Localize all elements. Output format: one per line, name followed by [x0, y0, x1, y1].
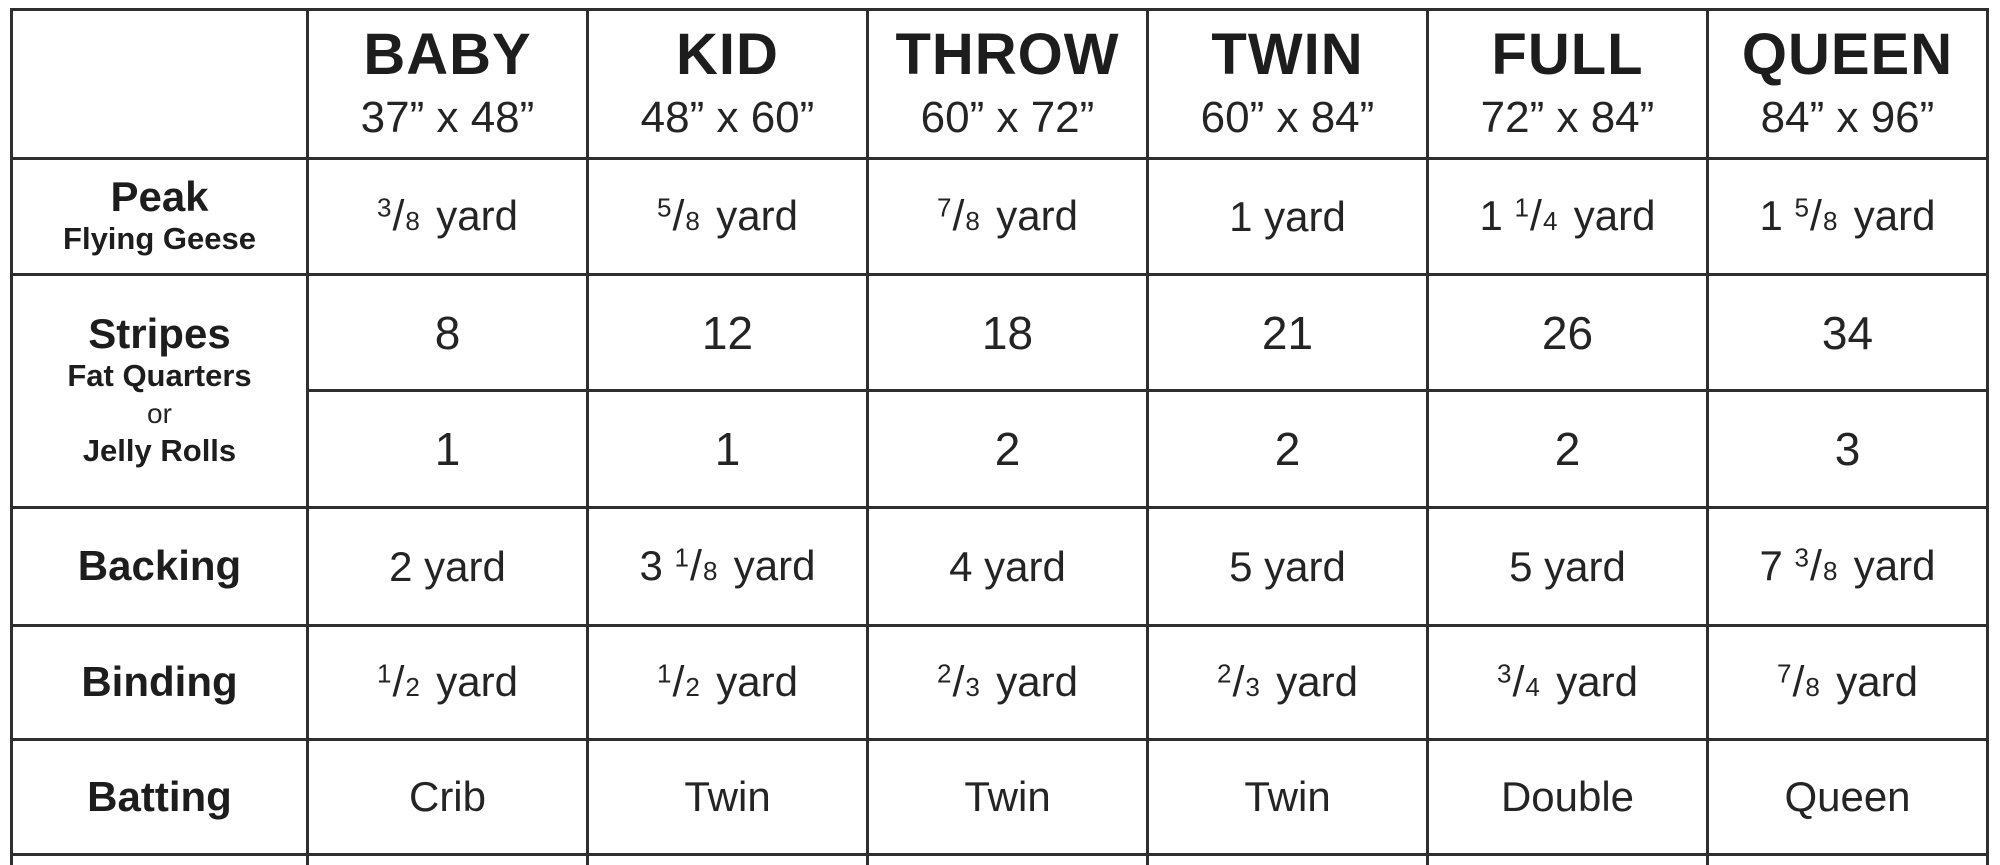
- cell-binding-queen: 7/8 yard: [1706, 624, 1989, 741]
- row-label-backing: Backing: [10, 506, 309, 627]
- cell-binding-baby: 1/2 yard: [306, 624, 589, 741]
- row-batting: Batting Crib Twin Twin Twin Double Queen: [10, 738, 1989, 856]
- col-name-throw: THROW: [895, 22, 1120, 88]
- col-header-throw: THROW 60” x 72”: [866, 8, 1149, 160]
- cell-binding-throw: 2/3 yard: [866, 624, 1149, 741]
- cell-jelly-rolls-baby: 1: [306, 389, 589, 509]
- col-dims-twin: 60” x 84”: [1200, 93, 1375, 143]
- cell-jelly-rolls-throw: 2: [866, 389, 1149, 509]
- cell-fat-quarters-kid: 12: [586, 273, 869, 392]
- row-peak: Peak Flying Geese 3/8 yard 5/8 yard 7/8 …: [10, 157, 1989, 276]
- cell-jelly-rolls-queen: 3: [1706, 389, 1989, 509]
- row-label-binding: Binding: [10, 624, 309, 741]
- cell-backing-kid: 3 1/8 yard: [586, 506, 869, 627]
- backing-label: Backing: [77, 542, 242, 590]
- row-label-peak: Peak Flying Geese: [10, 157, 309, 276]
- col-dims-full: 72” x 84”: [1480, 93, 1655, 143]
- row-label-stripes: Stripes Fat Quarters or Jelly Rolls: [10, 273, 309, 509]
- col-header-baby: BABY 37” x 48”: [306, 8, 589, 160]
- peak-sublabel: Flying Geese: [63, 221, 256, 257]
- cell-fat-quarters-full: 26: [1426, 273, 1709, 392]
- col-header-queen: QUEEN 84” x 96”: [1706, 8, 1989, 160]
- cell-backing-full: 5 yard: [1426, 506, 1709, 627]
- row-stripes-fat-quarters: Stripes Fat Quarters or Jelly Rolls 8 12…: [10, 273, 1989, 509]
- col-name-kid: KID: [676, 22, 779, 88]
- cell-backing-twin: 5 yard: [1146, 506, 1429, 627]
- corner-empty-cell: [10, 8, 309, 160]
- cell-fat-quarters-queen: 34: [1706, 273, 1989, 392]
- cell-fat-quarters-baby: 8: [306, 273, 589, 392]
- stripes-sublabel-jelly-rolls: Jelly Rolls: [82, 433, 237, 469]
- cell-batting-baby: Crib: [306, 738, 589, 856]
- cell-binding-full: 3/4 yard: [1426, 624, 1709, 741]
- cell-batting-kid: Twin: [586, 738, 869, 856]
- quilt-size-chart-table: BABY 37” x 48” KID 48” x 60” THROW 60” x…: [10, 8, 1989, 865]
- cell-jelly-rolls-full: 2: [1426, 389, 1709, 509]
- partial-cell-full: [1426, 853, 1709, 865]
- col-name-full: FULL: [1491, 22, 1644, 88]
- cell-fat-quarters-throw: 18: [866, 273, 1149, 392]
- cell-fat-quarters-twin: 21: [1146, 273, 1429, 392]
- partial-cell-label: [10, 853, 309, 865]
- cell-batting-full: Double: [1426, 738, 1709, 856]
- partial-cell-baby: [306, 853, 589, 865]
- row-label-batting: Batting: [10, 738, 309, 856]
- row-binding: Binding 1/2 yard 1/2 yard 2/3 yard 2/3 y…: [10, 624, 1989, 741]
- col-dims-throw: 60” x 72”: [920, 93, 1095, 143]
- stripes-sublabel-fat-quarters: Fat Quarters: [67, 358, 252, 394]
- peak-label: Peak: [110, 173, 209, 221]
- cell-peak-baby: 3/8 yard: [306, 157, 589, 276]
- stripes-label: Stripes: [88, 309, 231, 357]
- col-header-twin: TWIN 60” x 84”: [1146, 8, 1429, 160]
- partial-cell-throw: [866, 853, 1149, 865]
- header-row: BABY 37” x 48” KID 48” x 60” THROW 60” x…: [10, 8, 1989, 160]
- stripes-sublabel-or: or: [147, 397, 172, 429]
- cell-peak-throw: 7/8 yard: [866, 157, 1149, 276]
- cell-backing-throw: 4 yard: [866, 506, 1149, 627]
- binding-label: Binding: [81, 658, 238, 706]
- cell-batting-queen: Queen: [1706, 738, 1989, 856]
- cell-binding-kid: 1/2 yard: [586, 624, 869, 741]
- cell-peak-twin: 1 yard: [1146, 157, 1429, 276]
- cell-jelly-rolls-twin: 2: [1146, 389, 1429, 509]
- col-header-full: FULL 72” x 84”: [1426, 8, 1709, 160]
- col-name-queen: QUEEN: [1741, 22, 1954, 88]
- cell-peak-queen: 1 5/8 yard: [1706, 157, 1989, 276]
- cell-batting-throw: Twin: [866, 738, 1149, 856]
- row-stripes-jelly-rolls: 1 1 2 2 2 3: [12, 389, 1989, 509]
- partial-cell-twin: [1146, 853, 1429, 865]
- cell-backing-baby: 2 yard: [306, 506, 589, 627]
- cell-backing-queen: 7 3/8 yard: [1706, 506, 1989, 627]
- row-backing: Backing 2 yard 3 1/8 yard 4 yard 5 yard …: [10, 506, 1989, 627]
- col-name-twin: TWIN: [1211, 22, 1364, 88]
- col-dims-kid: 48” x 60”: [640, 93, 815, 143]
- col-name-baby: BABY: [363, 22, 532, 88]
- cell-jelly-rolls-kid: 1: [586, 389, 869, 509]
- row-partial-cutoff: [10, 853, 1989, 865]
- col-dims-baby: 37” x 48”: [360, 93, 535, 143]
- partial-cell-kid: [586, 853, 869, 865]
- col-header-kid: KID 48” x 60”: [586, 8, 869, 160]
- partial-cell-queen: [1706, 853, 1989, 865]
- cell-peak-full: 1 1/4 yard: [1426, 157, 1709, 276]
- cell-binding-twin: 2/3 yard: [1146, 624, 1429, 741]
- cell-peak-kid: 5/8 yard: [586, 157, 869, 276]
- cell-batting-twin: Twin: [1146, 738, 1429, 856]
- batting-label: Batting: [87, 772, 232, 820]
- col-dims-queen: 84” x 96”: [1760, 93, 1935, 143]
